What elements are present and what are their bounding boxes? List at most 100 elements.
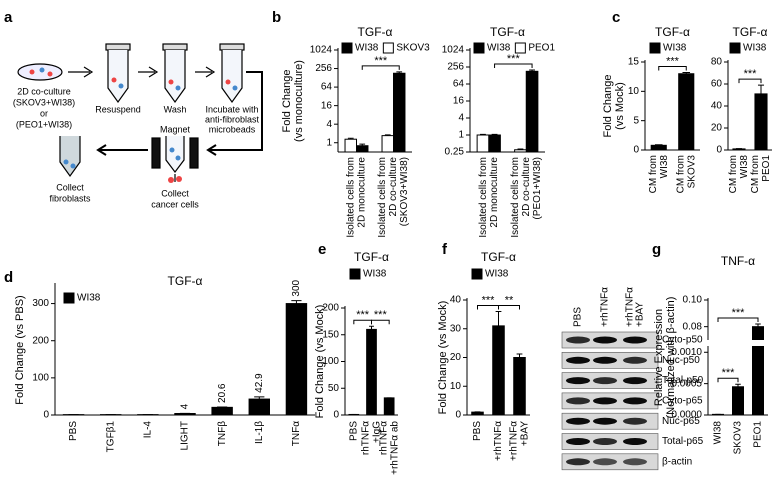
blot-row-label: Nuc-p50 bbox=[662, 355, 700, 366]
bar bbox=[366, 328, 377, 416]
chart-title: TGF-α bbox=[733, 25, 768, 39]
y-tick-label: 10 bbox=[450, 381, 462, 392]
y-tick-label: 200 bbox=[32, 335, 49, 346]
diagram-label: (PEO1+WI38) bbox=[16, 119, 72, 129]
error-bar bbox=[254, 396, 265, 400]
legend-label: WI38 bbox=[363, 269, 387, 280]
significance-label: *** bbox=[744, 68, 758, 80]
bar bbox=[754, 93, 768, 151]
y-tick-label: 0.25 bbox=[445, 147, 465, 158]
bar bbox=[381, 135, 394, 153]
bar bbox=[476, 134, 490, 153]
y-axis-label: (Normalized with β-actin) bbox=[665, 297, 677, 419]
diagram bbox=[17, 43, 263, 183]
data-label: 20.6 bbox=[217, 383, 228, 403]
tube bbox=[59, 136, 81, 178]
significance-label: *** bbox=[482, 294, 496, 306]
bar bbox=[488, 134, 501, 153]
blot-band bbox=[593, 356, 617, 364]
blot-row-label: Nuc-p65 bbox=[662, 416, 700, 427]
blot-band bbox=[566, 397, 590, 405]
bar bbox=[514, 149, 527, 153]
blot-row-label: Total-p65 bbox=[662, 436, 704, 447]
x-tick-label: +IgG bbox=[372, 421, 383, 443]
y-tick-label: 16 bbox=[321, 100, 333, 111]
significance-bracket bbox=[498, 305, 520, 310]
legend-swatch bbox=[729, 42, 741, 54]
significance-bracket bbox=[717, 377, 739, 383]
y-tick-label: 0 bbox=[716, 145, 722, 156]
y-tick-label: 64 bbox=[453, 79, 465, 90]
significance-label: *** bbox=[374, 55, 388, 67]
error-bar bbox=[517, 148, 524, 150]
y-tick-label: 4 bbox=[458, 113, 464, 124]
error-bar bbox=[516, 353, 523, 358]
bar bbox=[650, 144, 667, 151]
y-tick-label: 0.0005 bbox=[671, 378, 702, 389]
y-tick-label: 4 bbox=[326, 119, 332, 130]
y-tick-label: 1024 bbox=[310, 45, 333, 56]
bar bbox=[471, 411, 484, 416]
y-tick-label: 1024 bbox=[442, 45, 465, 56]
legend-swatch bbox=[471, 268, 483, 280]
blot-band bbox=[593, 377, 617, 385]
chart: TGF-α 0.25 1 4 16 64 256 1024 WI38 PEO1 *** bbox=[442, 25, 556, 157]
y-tick-label: 200 bbox=[322, 303, 339, 314]
error-bar bbox=[757, 84, 765, 94]
y-tick-label: 1 bbox=[326, 137, 332, 148]
bar bbox=[248, 398, 270, 416]
chart-title: TGF-α bbox=[481, 250, 516, 264]
significance-bracket bbox=[494, 63, 533, 69]
bar bbox=[513, 357, 526, 416]
chart-title: TGF-α bbox=[168, 274, 203, 288]
legend-label: WI38 bbox=[663, 43, 687, 54]
x-tick-label: CM from bbox=[675, 155, 686, 193]
x-tick-label: +rhTNFα bbox=[509, 421, 520, 461]
x-tick-label: 2D co-culture bbox=[521, 157, 532, 217]
x-tick-label: (PEO1+WI38) bbox=[532, 157, 543, 220]
bar bbox=[211, 406, 233, 416]
bar bbox=[492, 325, 505, 416]
bar bbox=[383, 397, 395, 416]
blot-band bbox=[623, 438, 647, 445]
error-bar bbox=[369, 325, 374, 330]
x-tick-label: SKOV3 bbox=[733, 421, 744, 455]
x-tick-label: CM from bbox=[648, 155, 659, 193]
diagram-label: fibroblasts bbox=[49, 193, 91, 203]
blot-band bbox=[623, 336, 647, 344]
diagram-label: microbeads bbox=[209, 124, 256, 134]
error-bar bbox=[291, 300, 302, 304]
error-bar bbox=[491, 133, 498, 135]
bar bbox=[285, 303, 308, 416]
chart-title: TGF-α bbox=[655, 25, 690, 39]
blot-band bbox=[623, 377, 647, 385]
blot-band bbox=[593, 417, 617, 425]
x-tick-label: LIGHT bbox=[180, 421, 191, 450]
error-bar bbox=[529, 69, 535, 72]
chart: TGF-α 0 5 10 15 WI38*** bbox=[628, 25, 700, 156]
significance-bracket bbox=[658, 66, 687, 71]
diagram-label: anti-fibroblast bbox=[205, 114, 260, 124]
y-axis-label: Fold Change bbox=[602, 75, 614, 138]
diagram-label: (SKOV3+WI38) bbox=[13, 97, 75, 107]
legend-label: SKOV3 bbox=[396, 43, 430, 54]
x-tick-label: Isolated cells from bbox=[478, 157, 489, 238]
x-tick-label: SKOV3 bbox=[686, 155, 697, 189]
diagram-label: 2D co-culture bbox=[17, 86, 71, 96]
bar bbox=[344, 138, 357, 153]
diagram-label: Magnet bbox=[160, 124, 191, 134]
y-tick-label: 100 bbox=[322, 356, 339, 367]
panel-label: e bbox=[318, 241, 326, 258]
legend-label: WI38 bbox=[743, 43, 767, 54]
bar bbox=[732, 386, 744, 416]
x-tick-label: WI38 bbox=[659, 155, 670, 179]
blot-band bbox=[623, 397, 647, 405]
y-tick-label: 0.08 bbox=[683, 321, 703, 332]
y-tick-label: 20 bbox=[711, 123, 723, 134]
blot-column-label: +rhTNFα bbox=[600, 287, 611, 327]
legend-swatch bbox=[349, 268, 361, 280]
significance-bracket bbox=[371, 319, 390, 325]
significance-label: *** bbox=[722, 367, 736, 379]
arrow bbox=[206, 71, 263, 156]
